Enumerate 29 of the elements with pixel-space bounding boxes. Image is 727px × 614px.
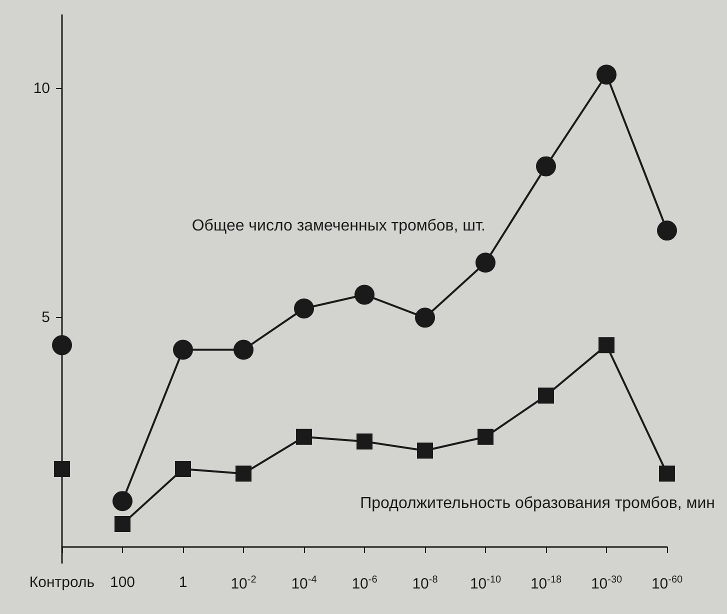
point: [175, 460, 191, 477]
point: [415, 308, 435, 328]
x-tick-label: Контроль: [29, 574, 95, 591]
point: [356, 433, 372, 450]
point: [659, 466, 675, 482]
point: [236, 466, 252, 482]
point: [234, 340, 254, 360]
y-tick-label: 10: [33, 80, 50, 97]
series-label: Общее число замеченных тромбов, шт.: [192, 217, 486, 234]
point: [54, 460, 70, 477]
text: Продолжительность образования тромбов, мин: [360, 494, 715, 512]
point: [417, 442, 433, 459]
point: [598, 337, 614, 354]
point: [536, 156, 556, 176]
point: [596, 64, 616, 85]
point: [112, 491, 132, 512]
point: [476, 252, 496, 273]
x-tick-label: 1: [178, 574, 188, 591]
point: [173, 340, 193, 360]
point: [52, 335, 72, 356]
point: [538, 388, 554, 404]
point: [296, 428, 312, 445]
point: [354, 284, 374, 305]
point: [478, 428, 494, 445]
point: [657, 220, 677, 241]
y-tick-label: 5: [42, 309, 50, 326]
point: [114, 516, 130, 532]
point: [294, 298, 314, 318]
x-tick-label: 100: [110, 574, 136, 591]
